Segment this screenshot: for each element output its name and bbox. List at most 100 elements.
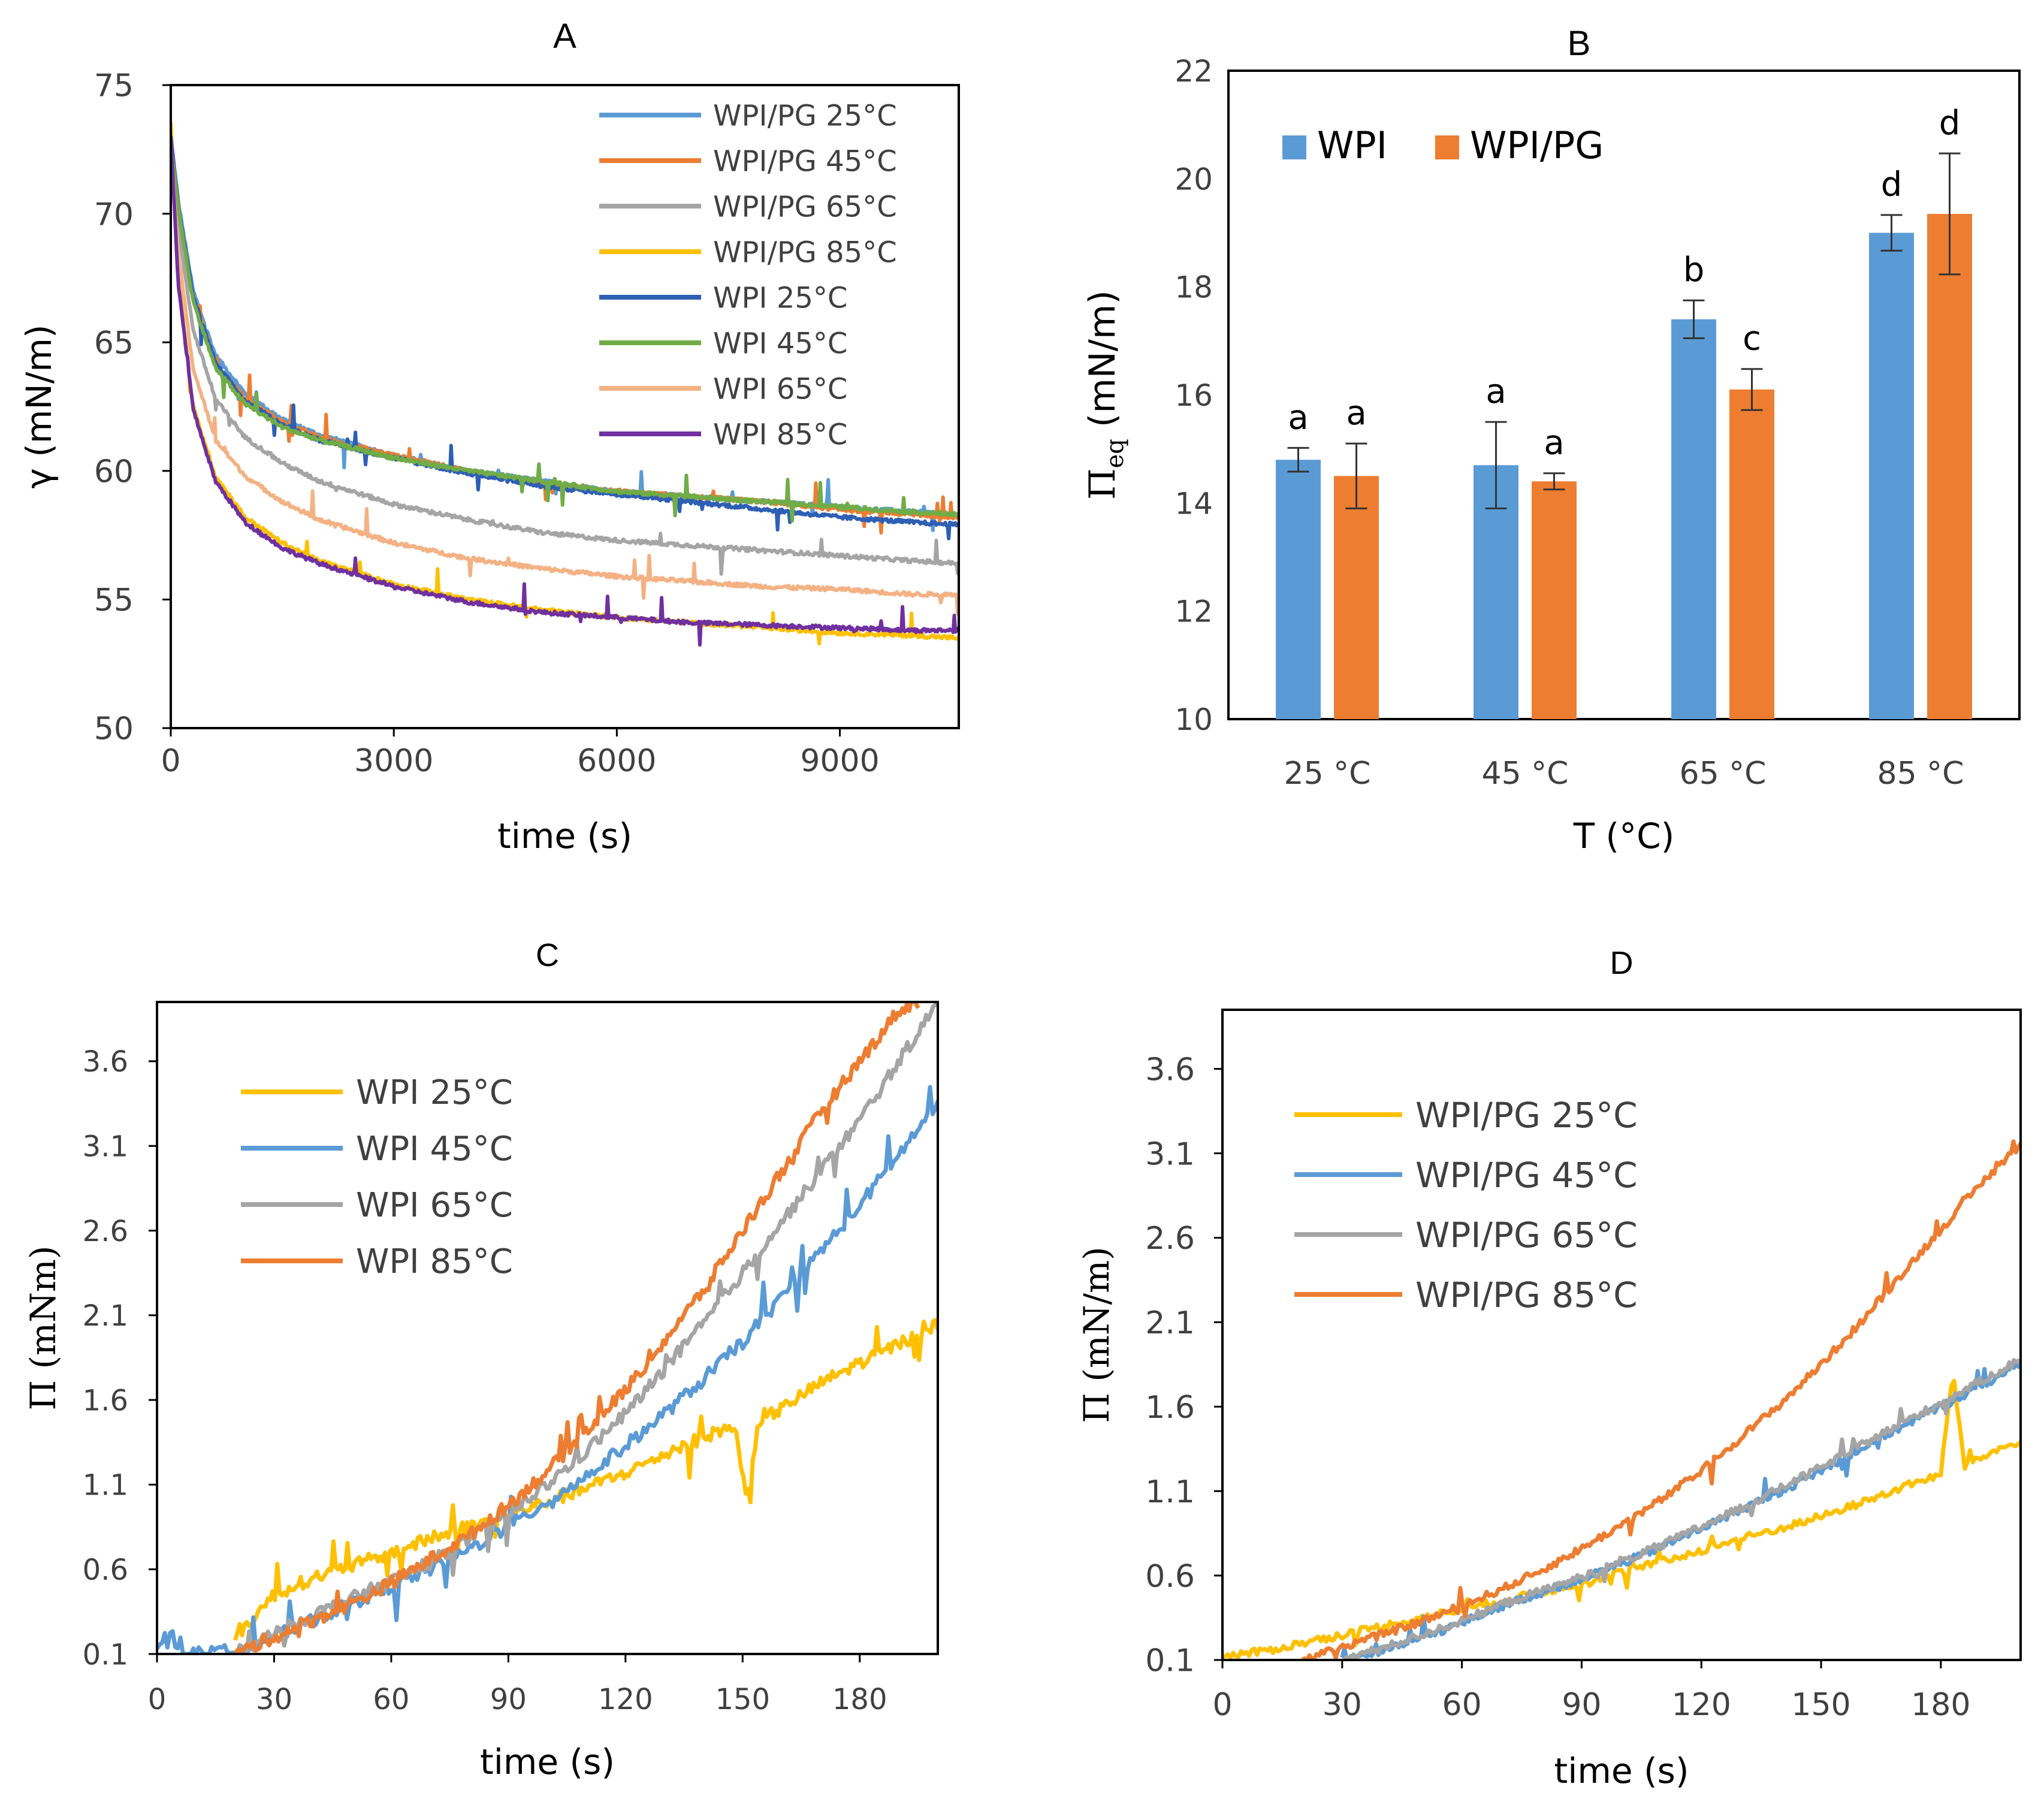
y-tick-label: 0.1 <box>1145 1643 1195 1679</box>
legend-label: WPI/PG 45°C <box>1415 1155 1638 1196</box>
y-tick-label: 70 <box>94 197 134 233</box>
series-line-wpi-25c <box>233 1318 938 1641</box>
bar-wpi-pg-45-c <box>1532 481 1577 719</box>
chart-title: C <box>536 937 559 973</box>
bar-wpi-pg-25-c <box>1334 476 1379 719</box>
x-tick-label: 65 °C <box>1679 756 1766 792</box>
y-tick-label: 1.1 <box>1145 1474 1195 1510</box>
x-tick-label: 180 <box>1911 1687 1970 1723</box>
y-tick-label: 0.6 <box>1145 1559 1195 1595</box>
y-tick-label: 1.6 <box>83 1384 128 1417</box>
y-tick-label: 0.1 <box>83 1638 128 1671</box>
legend-label: WPI/PG 85°C <box>1415 1275 1638 1315</box>
x-tick-label: 120 <box>598 1683 653 1716</box>
significance-letter: b <box>1683 250 1705 289</box>
legend: WPI/PG 25°C WPI/PG 45°C WPI/PG 65°C WPI/PG … <box>599 99 897 451</box>
x-tick-label: 180 <box>832 1683 887 1716</box>
legend-label: WPI <box>1317 123 1387 167</box>
plot-frame <box>170 84 960 729</box>
series-lines <box>171 122 959 647</box>
x-tick-label: 0 <box>1212 1687 1232 1723</box>
bar-wpi-65-c <box>1671 319 1716 719</box>
y-tick-label: 2.6 <box>83 1215 128 1248</box>
series-line-wpi-pg-65c <box>171 135 959 576</box>
significance-letter: d <box>1881 165 1903 204</box>
legend: WPI 25°C WPI 45°C WPI 65°C WPI 85°C <box>241 1073 513 1281</box>
x-tick-label: 0 <box>161 743 180 779</box>
series-line-wpi-pg-85c <box>1301 1139 2021 1660</box>
y-tick-label: 3.1 <box>83 1130 128 1163</box>
legend: WPI WPI/PG <box>1282 123 1604 167</box>
x-tick-label: 3000 <box>354 743 433 779</box>
plot-frame <box>1227 70 2021 720</box>
y-tick-label: 1.6 <box>1145 1390 1195 1426</box>
series-lines <box>157 1002 938 1654</box>
x-tick-label: 9000 <box>800 743 879 779</box>
y-tick-label: 14 <box>1175 486 1213 521</box>
x-tick-label: 90 <box>490 1683 527 1716</box>
y-tick-label: 65 <box>94 325 134 361</box>
y-tick-label: 16 <box>1175 378 1213 413</box>
legend-label: WPI/PG 85°C <box>713 236 897 269</box>
legend-label: WPI 65°C <box>356 1186 513 1225</box>
panel-a: A 0 3000 6000 9000 50 55 60 65 70 75 time (s) γ (mN/… <box>19 17 960 856</box>
legend-swatch-wpi-pg <box>1435 135 1459 159</box>
x-tick-label: 0 <box>148 1683 167 1716</box>
y-axis-label: Πeq (mN/m) <box>1082 290 1129 500</box>
x-axis-label: time (s) <box>1554 1750 1689 1791</box>
legend-label: WPI 85°C <box>356 1242 513 1281</box>
x-axis-label: time (s) <box>497 816 632 856</box>
y-axis-label-sub: eq <box>1101 439 1129 468</box>
x-tick-label: 30 <box>1323 1687 1362 1723</box>
series-line-wpi-pg-65c <box>1342 1358 2021 1660</box>
legend-label: WPI/PG <box>1470 123 1604 167</box>
bar-wpi-pg-85-c <box>1927 213 1972 720</box>
significance-letter: c <box>1743 319 1761 358</box>
y-tick-label: 2.6 <box>1145 1221 1195 1257</box>
y-tick-label: 50 <box>94 711 134 747</box>
plot-frame <box>156 1001 939 1655</box>
legend-label: WPI/PG 45°C <box>713 144 897 178</box>
y-tick-label: 18 <box>1175 270 1213 305</box>
chart-title: A <box>553 17 576 56</box>
x-tick-label: 120 <box>1672 1687 1731 1723</box>
legend-label: WPI 65°C <box>713 372 847 406</box>
y-tick-label: 20 <box>1175 162 1213 197</box>
y-tick-label: 22 <box>1175 54 1213 89</box>
x-tick-label: 30 <box>256 1683 292 1716</box>
x-tick-label: 150 <box>715 1683 770 1716</box>
series-line-wpi-65c <box>234 1002 938 1654</box>
series-line-wpi-85c <box>233 1002 920 1654</box>
y-tick-label: 0.6 <box>83 1553 128 1587</box>
x-tick-label: 6000 <box>577 743 656 779</box>
y-tick-label: 2.1 <box>83 1299 128 1333</box>
y-axis-label: Π (mNm) <box>23 1245 64 1410</box>
y-tick-label: 2.1 <box>1145 1305 1195 1341</box>
series-line-wpi-pg-45c <box>1340 1361 2021 1660</box>
y-tick-label: 1.1 <box>83 1469 128 1502</box>
x-tick-label: 60 <box>373 1683 409 1716</box>
y-tick-label: 55 <box>94 582 134 618</box>
x-axis-label: T (°C) <box>1573 816 1675 856</box>
series-line-wpi-85c <box>171 136 959 647</box>
legend-label: WPI 25°C <box>713 281 847 315</box>
legend-label: WPI/PG 25°C <box>713 99 897 132</box>
legend: WPI/PG 25°C WPI/PG 45°C WPI/PG 65°C WPI/PG … <box>1294 1095 1638 1315</box>
significance-letter: a <box>1486 372 1506 411</box>
legend-label: WPI 85°C <box>713 418 847 451</box>
legend-label: WPI 45°C <box>356 1130 513 1169</box>
y-tick-label: 3.6 <box>83 1045 128 1079</box>
bar-wpi-85-c <box>1869 233 1914 719</box>
y-axis-label-unit: (mN/m) <box>1082 290 1124 439</box>
series-line-wpi-65c <box>171 147 959 616</box>
bar-wpi-25-c <box>1276 460 1321 719</box>
plot-frame <box>1221 1009 2022 1661</box>
y-tick-label: 3.6 <box>1145 1052 1195 1088</box>
x-tick-label: 90 <box>1562 1687 1601 1723</box>
legend-label: WPI/PG 25°C <box>1415 1095 1638 1136</box>
y-tick-label: 60 <box>94 454 134 490</box>
x-tick-label: 150 <box>1791 1687 1850 1723</box>
legend-label: WPI 25°C <box>356 1073 513 1112</box>
chart-title: D <box>1610 945 1634 981</box>
